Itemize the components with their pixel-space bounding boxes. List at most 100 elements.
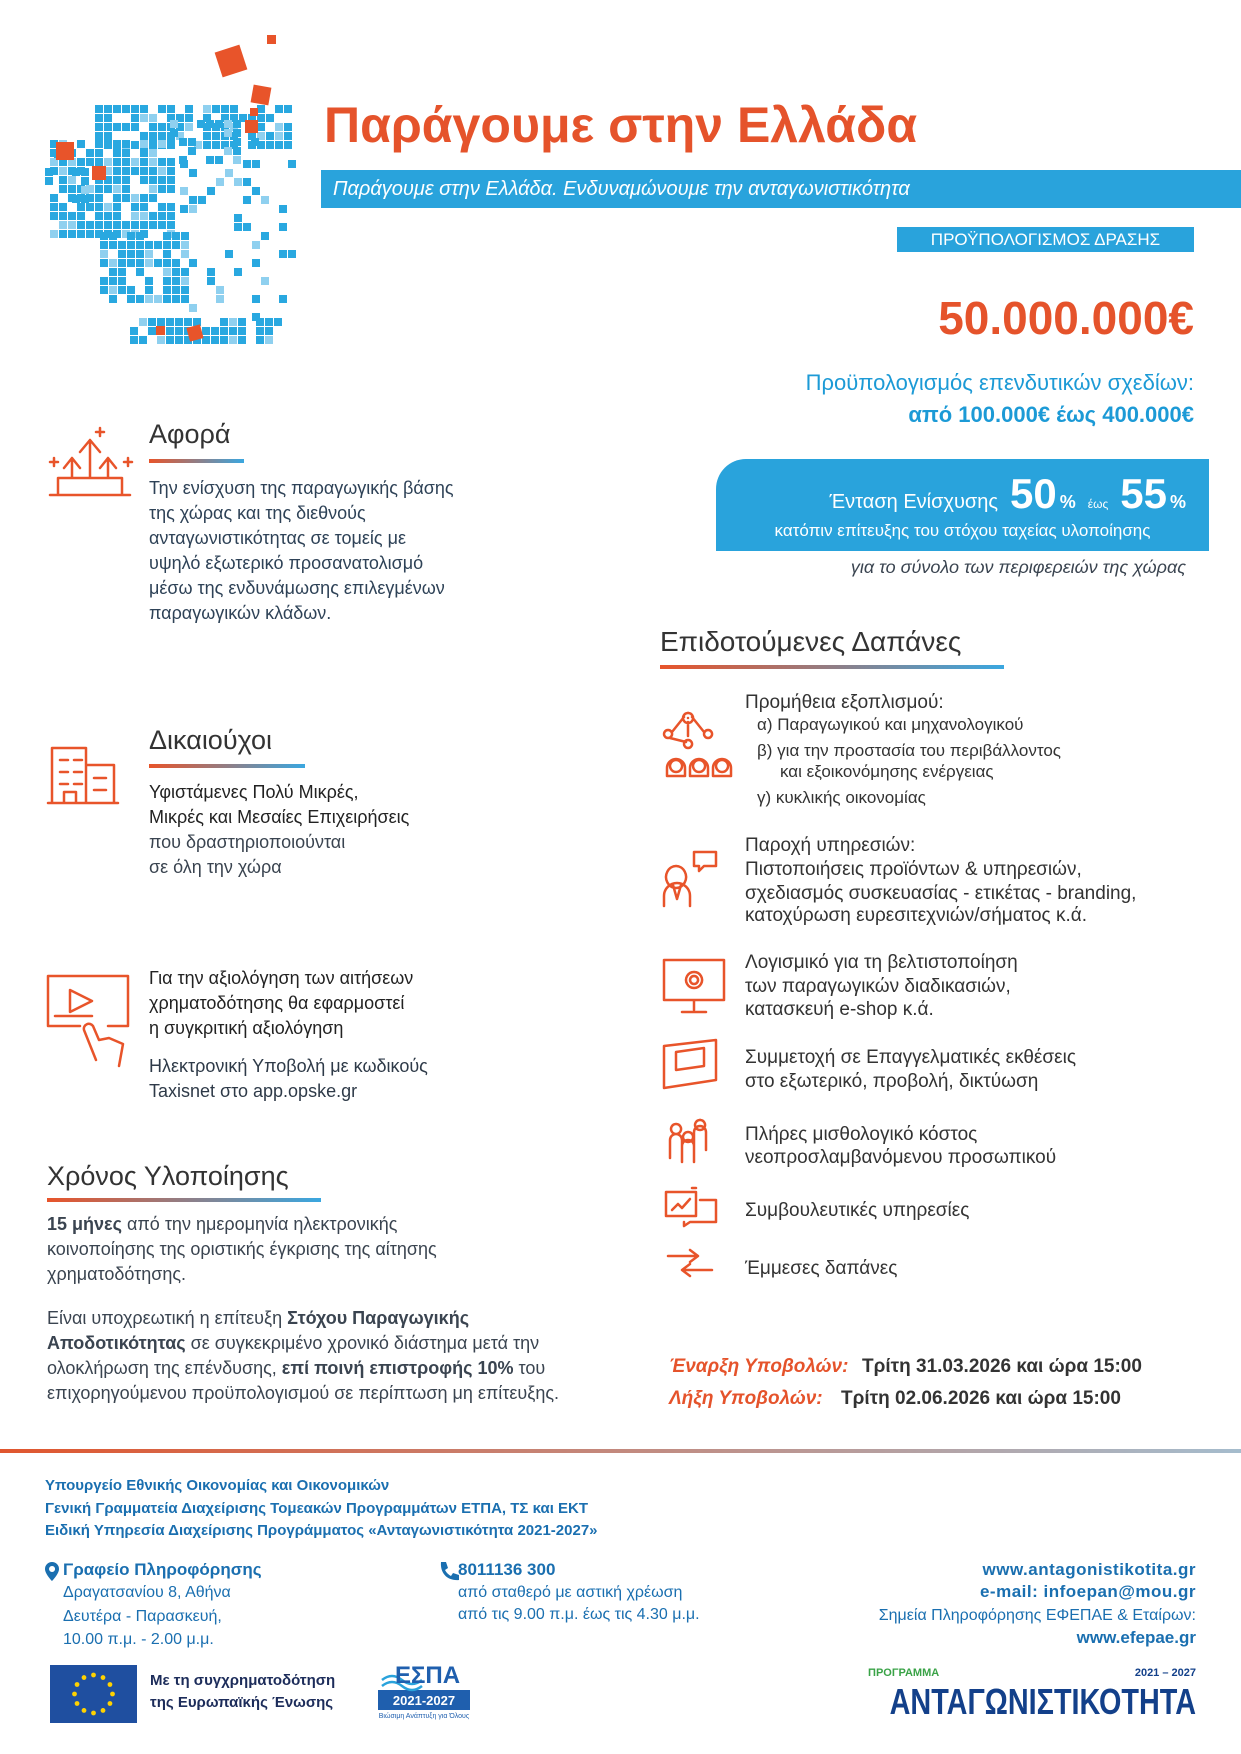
map-pixel — [149, 114, 157, 122]
expense-text: σχεδιασμός συσκευασίας - ετικέτας - bran… — [745, 883, 1137, 904]
map-pixel — [234, 223, 242, 231]
map-pixel — [140, 221, 148, 229]
map-pixel — [50, 140, 58, 148]
map-pixel — [167, 203, 175, 211]
map-pixel — [243, 160, 251, 168]
map-pixel — [127, 250, 135, 258]
map-pixel — [175, 336, 183, 344]
map-pixel — [72, 195, 80, 203]
map-pixel — [189, 169, 197, 177]
map-pixel — [158, 123, 166, 131]
map-pixel — [95, 105, 103, 113]
map-pixel — [86, 230, 94, 238]
expense-text: α) Παραγωγικού και μηχανολογικού — [757, 715, 1024, 734]
map-pixel — [230, 105, 238, 113]
map-pixel — [86, 185, 94, 193]
map-pixel — [176, 132, 184, 140]
date-label: Έναρξη Υποβολών: — [669, 1356, 849, 1377]
map-pixel — [230, 114, 238, 122]
map-pixel — [145, 250, 153, 258]
map-pixel — [233, 129, 241, 137]
map-pixel — [100, 277, 108, 285]
intensity-text: % — [1059, 492, 1076, 512]
text-segment: 15 μήνες — [47, 1214, 122, 1234]
map-pixel — [176, 114, 184, 122]
map-pixel — [81, 195, 89, 203]
budget-label: ΠΡΟΫΠΟΛΟΓΙΣΜΟΣ ΔΡΑΣΗΣ — [930, 230, 1161, 249]
map-pixel — [131, 167, 139, 175]
expense-text: και εξοικονόμησης ενέργειας — [780, 762, 994, 781]
map-pixel — [122, 149, 130, 157]
map-pixel — [122, 194, 130, 202]
map-pixel — [136, 250, 144, 258]
eu-text: Με τη συγχρηματοδότηση — [150, 1672, 336, 1689]
map-pixel — [251, 138, 259, 146]
map-pixel — [81, 168, 89, 176]
map-pixel — [122, 140, 130, 148]
map-pixel — [127, 241, 135, 249]
map-pixel — [77, 140, 85, 148]
about-text: της χώρας και της διεθνούς — [149, 503, 366, 523]
map-pixel — [243, 223, 251, 231]
map-pixel — [148, 327, 156, 335]
map-pixel — [158, 167, 166, 175]
map-pixel — [149, 149, 157, 157]
map-pixel — [163, 277, 171, 285]
text-segment: Αποδοτικότητας — [47, 1333, 186, 1353]
footer-line — [0, 1449, 1241, 1453]
map-pixel — [167, 176, 175, 184]
map-pixel — [233, 138, 241, 146]
map-pixel — [59, 230, 67, 238]
map-pixel — [238, 318, 246, 326]
map-pixel — [154, 241, 162, 249]
contact-icons — [45, 1562, 459, 1581]
map-pixel — [224, 120, 232, 128]
map-pixel — [158, 212, 166, 220]
map-pixel — [257, 141, 265, 149]
map-pixel — [256, 318, 264, 326]
map-pixel — [86, 149, 94, 157]
paragraph-line: 15 μήνες από την ημερομηνία ηλεκτρονικής — [47, 1215, 397, 1233]
star — [107, 1682, 113, 1687]
map-pixel — [180, 205, 188, 213]
map-pixel — [167, 167, 175, 175]
map-pixel — [252, 313, 260, 321]
map-pixel — [145, 295, 153, 303]
expense-title: Προμήθεια εξοπλισμού: — [745, 692, 944, 713]
map-pixel — [131, 123, 139, 131]
expense-text: γ) κυκλικής οικονομίας — [757, 788, 926, 807]
map-pixel — [131, 194, 139, 202]
espa-band — [378, 1690, 470, 1710]
map-pixel — [188, 147, 196, 155]
map-pixel — [68, 230, 76, 238]
map-pixel — [113, 212, 121, 220]
paragraph-line: Είναι υποχρεωτική η επίτευξη Στόχου Παραγ… — [47, 1309, 469, 1327]
map-pixel — [189, 196, 197, 204]
map-pixel — [109, 295, 117, 303]
map-pixel — [225, 169, 233, 177]
date-value: Τρίτη 31.03.2026 και ώρα 15:00 — [862, 1356, 1142, 1377]
map-pixel — [95, 203, 103, 211]
map-pixel — [185, 114, 193, 122]
budget-box — [897, 227, 1194, 252]
map-pixel — [184, 336, 192, 344]
map-pixel — [118, 268, 126, 276]
map-pixel — [163, 241, 171, 249]
map-pixel — [50, 194, 58, 202]
map-accent — [250, 84, 272, 106]
map-pixel — [45, 177, 53, 185]
eu-text: της Ευρωπαϊκής Ένωσης — [150, 1694, 334, 1711]
map-pixel — [266, 141, 274, 149]
text-segment: από την ημερομηνία ηλεκτρονικής — [126, 1214, 398, 1234]
map-pixel — [149, 221, 157, 229]
map-pixel — [189, 304, 197, 312]
map-pixel — [104, 158, 112, 166]
section-heading: Δικαιούχοι — [149, 725, 273, 755]
star — [107, 1701, 113, 1706]
map-pixel — [220, 318, 228, 326]
office-line: 10.00 π.μ. - 2.00 μ.μ. — [63, 1631, 214, 1648]
map-pixel — [279, 205, 287, 213]
map-pixel — [95, 114, 103, 122]
map-pixel — [261, 232, 269, 240]
